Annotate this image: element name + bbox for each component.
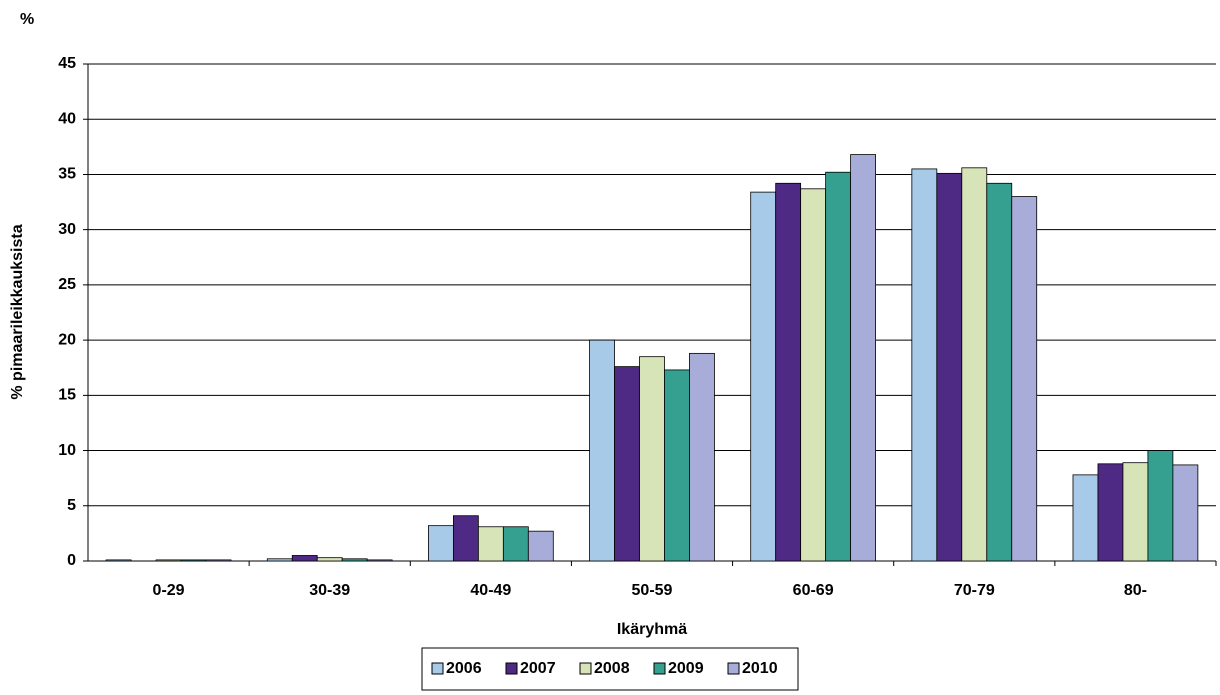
y-tick-label: 20 [58,331,76,348]
legend-label: 2006 [446,660,482,677]
y-tick-label: 15 [58,387,76,404]
legend-label: 2010 [742,660,778,677]
x-tick-label: 0-29 [153,582,185,599]
bar [750,191,777,562]
bar [502,526,529,562]
legend-label: 2008 [594,660,630,677]
bar [911,168,938,562]
y-tick-label: 40 [58,110,76,127]
bar [589,339,615,562]
bar [1097,463,1124,562]
bar [614,366,640,562]
bar [664,369,690,562]
bar [205,559,232,562]
bar [180,559,207,562]
x-tick-label: 40-49 [470,582,511,599]
y-tick-label: 10 [58,442,76,459]
y-tick-label: 30 [58,221,76,238]
legend-swatch [431,662,444,675]
bar [291,555,318,562]
x-tick-label: 70-79 [954,582,995,599]
x-axis-label: Ikäryhmä [617,621,687,638]
bar [1072,474,1099,562]
legend-swatch [653,662,666,675]
bar [366,559,393,562]
legend-label: 2009 [668,660,704,677]
bar [527,530,554,562]
bar [105,559,132,562]
bar [800,188,827,562]
bar [155,559,182,562]
x-tick-label: 50-59 [632,582,673,599]
bar [961,167,988,562]
legend-box [421,647,799,691]
x-tick-label: 80- [1124,582,1147,599]
y-tick-label: 35 [58,166,76,183]
bar [428,525,454,562]
y-tick-label: 25 [58,276,76,293]
y-tick-label: 45 [58,55,76,72]
bar [452,515,479,562]
bar [1172,464,1199,562]
bar [850,154,876,562]
y-tick-label: 0 [67,552,76,569]
bar [986,182,1013,562]
chart-title: % [20,11,34,28]
bar [477,526,504,562]
y-axis-label: % pimaarileikkauksista [9,224,26,399]
bar [266,558,293,562]
bar [316,557,343,562]
x-tick-label: 60-69 [793,582,834,599]
y-tick-label: 5 [67,497,76,514]
bar [825,171,852,562]
bar [689,352,715,562]
bar [1147,450,1174,562]
bar [936,172,963,562]
legend-swatch [579,662,592,675]
bar [639,356,665,562]
legend-swatch [505,662,518,675]
legend-label: 2007 [520,660,556,677]
x-tick-label: 30-39 [309,582,350,599]
bar [341,558,368,562]
bar [1011,196,1038,562]
legend-swatch [727,662,740,675]
bar [1122,462,1149,562]
bar [775,182,802,562]
